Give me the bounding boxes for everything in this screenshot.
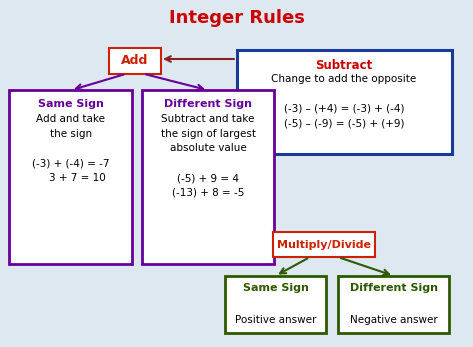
FancyBboxPatch shape <box>236 50 452 154</box>
Text: Multiply/Divide: Multiply/Divide <box>277 240 371 249</box>
FancyBboxPatch shape <box>338 276 449 333</box>
Text: Different Sign: Different Sign <box>350 283 438 294</box>
Text: Different Sign: Different Sign <box>164 99 252 109</box>
Text: Subtract: Subtract <box>315 59 373 72</box>
Text: Negative answer: Negative answer <box>350 315 438 325</box>
Text: Change to add the opposite

(-3) – (+4) = (-3) + (-4)
(-5) – (-9) = (-5) + (+9): Change to add the opposite (-3) – (+4) =… <box>272 74 417 128</box>
Text: Positive answer: Positive answer <box>235 315 316 325</box>
Text: Same Sign: Same Sign <box>38 99 104 109</box>
Text: Integer Rules: Integer Rules <box>168 9 305 27</box>
Text: Add: Add <box>121 54 149 67</box>
FancyBboxPatch shape <box>273 232 375 257</box>
Text: Add and take
the sign

(-3) + (-4) = -7
    3 + 7 = 10: Add and take the sign (-3) + (-4) = -7 3… <box>32 114 110 183</box>
FancyBboxPatch shape <box>225 276 326 333</box>
FancyBboxPatch shape <box>9 90 132 264</box>
FancyBboxPatch shape <box>142 90 274 264</box>
Text: Same Sign: Same Sign <box>243 283 308 294</box>
Text: Subtract and take
the sign of largest
absolute value

(-5) + 9 = 4
(-13) + 8 = -: Subtract and take the sign of largest ab… <box>161 114 255 198</box>
FancyBboxPatch shape <box>109 48 161 74</box>
